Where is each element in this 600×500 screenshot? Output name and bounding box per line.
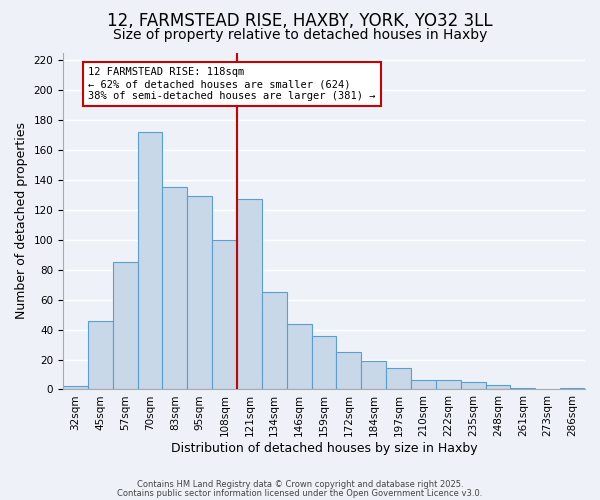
Bar — [262, 292, 287, 390]
Bar — [386, 368, 411, 390]
Bar — [163, 188, 187, 390]
Bar — [187, 196, 212, 390]
Bar — [560, 388, 585, 390]
Bar — [237, 200, 262, 390]
Bar — [212, 240, 237, 390]
X-axis label: Distribution of detached houses by size in Haxby: Distribution of detached houses by size … — [171, 442, 478, 455]
Bar — [63, 386, 88, 390]
Bar — [88, 320, 113, 390]
Text: Contains public sector information licensed under the Open Government Licence v3: Contains public sector information licen… — [118, 488, 482, 498]
Bar — [361, 361, 386, 390]
Bar — [137, 132, 163, 390]
Bar — [411, 380, 436, 390]
Bar — [113, 262, 137, 390]
Y-axis label: Number of detached properties: Number of detached properties — [15, 122, 28, 320]
Text: 12 FARMSTEAD RISE: 118sqm
← 62% of detached houses are smaller (624)
38% of semi: 12 FARMSTEAD RISE: 118sqm ← 62% of detac… — [88, 68, 376, 100]
Bar — [337, 352, 361, 390]
Bar — [461, 382, 485, 390]
Text: Contains HM Land Registry data © Crown copyright and database right 2025.: Contains HM Land Registry data © Crown c… — [137, 480, 463, 489]
Bar — [511, 388, 535, 390]
Text: Size of property relative to detached houses in Haxby: Size of property relative to detached ho… — [113, 28, 487, 42]
Text: 12, FARMSTEAD RISE, HAXBY, YORK, YO32 3LL: 12, FARMSTEAD RISE, HAXBY, YORK, YO32 3L… — [107, 12, 493, 30]
Bar — [311, 336, 337, 390]
Bar — [485, 385, 511, 390]
Bar — [287, 324, 311, 390]
Bar — [436, 380, 461, 390]
